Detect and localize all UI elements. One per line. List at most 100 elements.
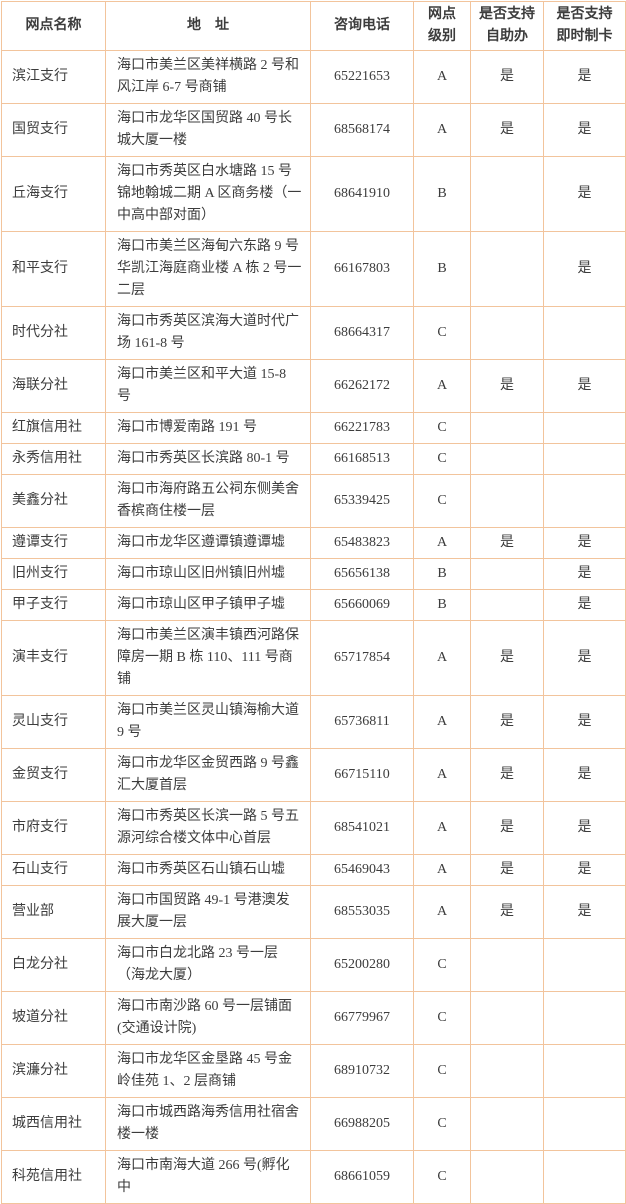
branch-address-cell: 海口市白龙北路 23 号一层（海龙大厦） [105, 938, 311, 992]
branch-phone-cell: 68568174 [310, 103, 414, 157]
branch-name-cell: 市府支行 [1, 801, 106, 855]
branch-level-cell: C [413, 412, 471, 444]
table-row: 市府支行 海口市秀英区长滨一路 5 号五源河综合楼文体中心首层 68541021… [1, 801, 626, 855]
branch-name-cell: 丘海支行 [1, 156, 106, 232]
branch-name-cell: 白龙分社 [1, 938, 106, 992]
branch-phone-cell: 68910732 [310, 1044, 414, 1098]
branch-address-cell: 海口市国贸路 49-1 号港澳发展大厦一层 [105, 885, 311, 939]
table-row: 科苑信用社 海口市南海大道 266 号(孵化中 68661059 C [1, 1150, 626, 1204]
table-row: 丘海支行 海口市秀英区白水塘路 15 号锦地翰城二期 A 区商务楼（一中高中部对… [1, 156, 626, 232]
instant-card-cell: 是 [543, 156, 626, 232]
branch-level-cell: C [413, 1150, 471, 1204]
branch-name-cell: 和平支行 [1, 231, 106, 307]
column-header-level: 网点 级别 [413, 1, 471, 51]
branch-address-cell: 海口市美兰区美祥横路 2 号和风江岸 6-7 号商铺 [105, 50, 311, 104]
branch-level-cell: C [413, 1097, 471, 1151]
branch-address-cell: 海口市城西路海秀信用社宿舍楼一楼 [105, 1097, 311, 1151]
branch-phone-cell: 68641910 [310, 156, 414, 232]
self-service-cell [470, 474, 544, 528]
self-service-cell: 是 [470, 748, 544, 802]
branch-address-cell: 海口市龙华区国贸路 40 号长城大厦一楼 [105, 103, 311, 157]
branch-address-cell: 海口市龙华区金垦路 45 号金岭佳苑 1、2 层商铺 [105, 1044, 311, 1098]
branch-level-cell: A [413, 620, 471, 696]
branch-level-cell: B [413, 231, 471, 307]
branch-name-cell: 滨濂分社 [1, 1044, 106, 1098]
branch-phone-cell: 68541021 [310, 801, 414, 855]
branch-name-cell: 营业部 [1, 885, 106, 939]
self-service-cell [470, 231, 544, 307]
branch-name-cell: 红旗信用社 [1, 412, 106, 444]
instant-card-cell: 是 [543, 103, 626, 157]
self-service-cell [470, 443, 544, 475]
instant-card-cell [543, 1044, 626, 1098]
table-row: 演丰支行 海口市美兰区演丰镇西河路保障房一期 B 栋 110、111 号商铺 6… [1, 620, 626, 696]
branch-level-cell: C [413, 991, 471, 1045]
instant-card-cell: 是 [543, 359, 626, 413]
table-row: 金贸支行 海口市龙华区金贸西路 9 号鑫汇大厦首层 66715110 A 是 是 [1, 748, 626, 802]
instant-card-cell: 是 [543, 695, 626, 749]
table-body: 滨江支行 海口市美兰区美祥横路 2 号和风江岸 6-7 号商铺 65221653… [1, 50, 626, 1204]
self-service-cell: 是 [470, 50, 544, 104]
instant-card-cell: 是 [543, 854, 626, 886]
branch-phone-cell: 65736811 [310, 695, 414, 749]
self-service-cell [470, 1150, 544, 1204]
self-service-cell [470, 412, 544, 444]
branch-name-cell: 坡道分社 [1, 991, 106, 1045]
branch-phone-cell: 65469043 [310, 854, 414, 886]
branch-level-cell: A [413, 103, 471, 157]
table-row: 甲子支行 海口市琼山区甲子镇甲子墟 65660069 B 是 [1, 589, 626, 621]
self-service-cell: 是 [470, 885, 544, 939]
table-row: 城西信用社 海口市城西路海秀信用社宿舍楼一楼 66988205 C [1, 1097, 626, 1151]
branch-level-cell: C [413, 306, 471, 360]
branch-name-cell: 演丰支行 [1, 620, 106, 696]
instant-card-cell: 是 [543, 620, 626, 696]
branch-name-cell: 国贸支行 [1, 103, 106, 157]
branch-address-cell: 海口市美兰区海甸六东路 9 号华凯江海庭商业楼 A 栋 2 号一二层 [105, 231, 311, 307]
table-row: 白龙分社 海口市白龙北路 23 号一层（海龙大厦） 65200280 C [1, 938, 626, 992]
branch-level-cell: A [413, 359, 471, 413]
branch-address-cell: 海口市秀英区石山镇石山墟 [105, 854, 311, 886]
table-row: 美鑫分社 海口市海府路五公祠东侧美舍香槟商住楼一层 65339425 C [1, 474, 626, 528]
branch-phone-cell: 66715110 [310, 748, 414, 802]
instant-card-cell [543, 1150, 626, 1204]
table-row: 灵山支行 海口市美兰区灵山镇海榆大道 9 号 65736811 A 是 是 [1, 695, 626, 749]
self-service-cell: 是 [470, 854, 544, 886]
branch-phone-cell: 68664317 [310, 306, 414, 360]
table-row: 红旗信用社 海口市博爱南路 191 号 66221783 C [1, 412, 626, 444]
branch-address-cell: 海口市海府路五公祠东侧美舍香槟商住楼一层 [105, 474, 311, 528]
branch-phone-cell: 65483823 [310, 527, 414, 559]
instant-card-cell: 是 [543, 50, 626, 104]
table-row: 永秀信用社 海口市秀英区长滨路 80-1 号 66168513 C [1, 443, 626, 475]
branch-level-cell: C [413, 938, 471, 992]
branch-phone-cell: 65656138 [310, 558, 414, 590]
table-row: 和平支行 海口市美兰区海甸六东路 9 号华凯江海庭商业楼 A 栋 2 号一二层 … [1, 231, 626, 307]
branch-address-cell: 海口市南海大道 266 号(孵化中 [105, 1150, 311, 1204]
instant-card-cell [543, 1097, 626, 1151]
branch-name-cell: 石山支行 [1, 854, 106, 886]
self-service-cell: 是 [470, 527, 544, 559]
self-service-cell [470, 1097, 544, 1151]
branch-name-cell: 灵山支行 [1, 695, 106, 749]
branch-address-cell: 海口市美兰区灵山镇海榆大道 9 号 [105, 695, 311, 749]
header-row: 网点名称 地 址 咨询电话 网点 级别 是否支持 自助办 是否支持 即时制卡 [1, 1, 626, 51]
column-header-instant-card: 是否支持 即时制卡 [543, 1, 626, 51]
instant-card-cell [543, 306, 626, 360]
branch-phone-cell: 65660069 [310, 589, 414, 621]
branch-address-cell: 海口市琼山区旧州镇旧州墟 [105, 558, 311, 590]
branch-phone-cell: 65221653 [310, 50, 414, 104]
branch-level-cell: B [413, 589, 471, 621]
branch-level-cell: A [413, 748, 471, 802]
column-header-self-service: 是否支持 自助办 [470, 1, 544, 51]
branch-name-cell: 滨江支行 [1, 50, 106, 104]
self-service-cell: 是 [470, 801, 544, 855]
branch-address-cell: 海口市龙华区金贸西路 9 号鑫汇大厦首层 [105, 748, 311, 802]
self-service-cell [470, 991, 544, 1045]
branch-name-cell: 永秀信用社 [1, 443, 106, 475]
table-row: 坡道分社 海口市南沙路 60 号一层铺面(交通设计院) 66779967 C [1, 991, 626, 1045]
branch-address-cell: 海口市秀英区长滨一路 5 号五源河综合楼文体中心首层 [105, 801, 311, 855]
self-service-cell [470, 938, 544, 992]
table-row: 旧州支行 海口市琼山区旧州镇旧州墟 65656138 B 是 [1, 558, 626, 590]
branch-address-cell: 海口市秀英区滨海大道时代广场 161-8 号 [105, 306, 311, 360]
branch-address-cell: 海口市博爱南路 191 号 [105, 412, 311, 444]
